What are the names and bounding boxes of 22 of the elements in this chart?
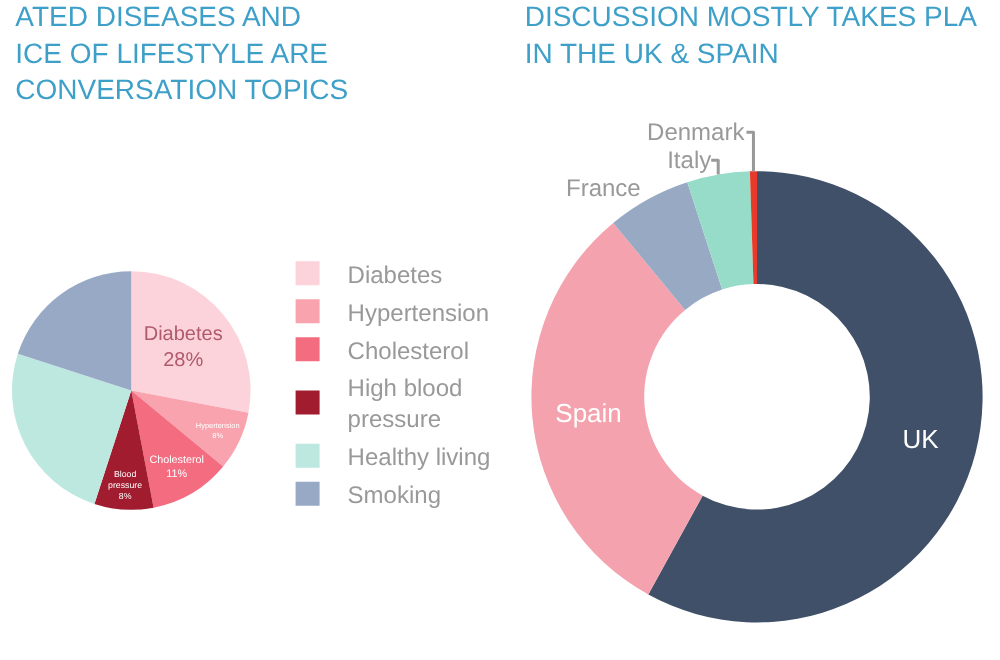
legend-label: Hypertension bbox=[347, 298, 490, 327]
pie-slice bbox=[17, 271, 132, 391]
chart-title: ATED DISEASES AND ICE OF LIFESTYLE ARE CONVERSATION TOPICS bbox=[15, 0, 349, 106]
slice-label: France bbox=[565, 174, 642, 203]
slice-label: Spain bbox=[555, 397, 622, 428]
data-label: Diabetes 28% bbox=[143, 323, 223, 372]
donut-slice bbox=[749, 171, 757, 285]
donut-slice bbox=[648, 171, 983, 623]
legend-label: High blood pressure bbox=[347, 374, 463, 434]
pie-slice bbox=[94, 390, 154, 510]
slice-label: Denmark bbox=[647, 118, 747, 147]
legend-label: Diabetes bbox=[347, 260, 443, 289]
legend-label: Smoking bbox=[347, 481, 441, 509]
donut-slice bbox=[531, 222, 703, 595]
legend-label: Healthy living bbox=[347, 443, 491, 471]
pie-slice bbox=[131, 271, 251, 413]
donut-slice bbox=[687, 171, 754, 290]
legend-label: Cholesterol bbox=[347, 336, 470, 365]
chart-title: DISCUSSION MOSTLY TAKES PLA IN THE UK & SPAIN bbox=[524, 0, 979, 69]
slice-label: UK bbox=[902, 423, 940, 454]
slice-label: Italy bbox=[667, 146, 712, 175]
pie-slice bbox=[131, 390, 249, 467]
